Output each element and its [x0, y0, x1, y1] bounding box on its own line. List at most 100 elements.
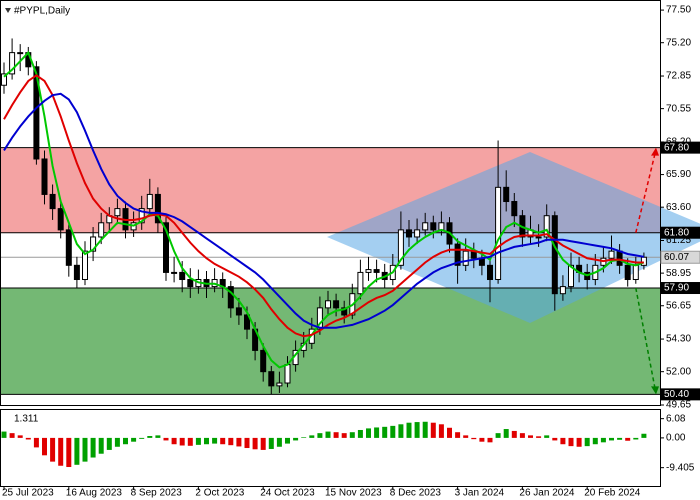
candle-body	[138, 208, 145, 224]
chart-title: #PYPL,Daily	[14, 6, 70, 17]
candle-body	[98, 222, 105, 238]
candle-body	[373, 269, 380, 273]
oscillator-bar	[625, 437, 631, 441]
candle-body	[65, 229, 72, 266]
oscillator-bar	[98, 437, 104, 454]
oscillator-bar	[325, 431, 331, 438]
y-tick-label: 0.00	[666, 433, 686, 444]
oscillator-bar	[301, 437, 307, 438]
oscillator-bar	[106, 437, 112, 450]
candle-body	[244, 314, 250, 330]
candle-body	[559, 286, 566, 295]
oscillator-frame	[0, 409, 661, 487]
oscillator-bar	[50, 437, 56, 462]
oscillator-bar	[552, 437, 558, 441]
oscillator-bar	[584, 437, 590, 447]
oscillator-bar	[260, 437, 266, 450]
oscillator-bar	[414, 422, 420, 438]
oscillator-bar	[58, 437, 64, 466]
oscillator-bar	[560, 437, 566, 445]
candle-body	[543, 215, 550, 238]
candle-body	[260, 349, 267, 373]
candle-body	[616, 250, 623, 266]
oscillator-bar	[568, 437, 574, 447]
oscillator-bar	[463, 435, 469, 438]
arrow-head	[651, 147, 659, 156]
oscillator-bar	[82, 437, 88, 462]
moving-average-line	[3, 50, 645, 369]
oscillator-bar	[139, 437, 145, 439]
oscillator-bar	[422, 421, 428, 438]
oscillator-bar	[528, 435, 533, 438]
oscillator-bar	[600, 437, 606, 443]
y-tick-label: 70.55	[666, 103, 691, 114]
oscillator-bar	[511, 430, 517, 438]
oscillator-label: 1.311	[14, 414, 39, 425]
candle-body	[487, 264, 493, 281]
level-label-box	[661, 282, 700, 295]
oscillator-bar	[349, 432, 355, 438]
level-label-box	[661, 226, 700, 239]
x-tick-label: 2 Oct 2023	[195, 488, 244, 499]
last-price-label: 60.07	[664, 252, 689, 263]
oscillator-bar	[447, 427, 452, 438]
oscillator-bar	[293, 437, 299, 441]
candle-body	[632, 264, 639, 281]
candle-body	[454, 243, 461, 266]
y-tick-label: 6.08	[666, 413, 686, 424]
oscillator-bar	[633, 437, 639, 440]
candle-body	[414, 229, 421, 238]
candle-body	[503, 186, 510, 203]
oscillator-bar	[195, 437, 201, 445]
title-icon	[5, 8, 11, 13]
candle-body	[57, 208, 64, 231]
y-tick-label: 58.95	[666, 268, 691, 279]
candle-body	[535, 236, 542, 239]
oscillator-bar	[406, 422, 412, 438]
oscillator-bar	[276, 437, 282, 447]
oscillator-bar	[25, 437, 31, 440]
oscillator-bar	[366, 428, 371, 438]
x-tick-label: 24 Oct 2023	[260, 488, 315, 499]
y-tick-label: -9.405	[666, 462, 695, 473]
oscillator-bar	[495, 433, 501, 438]
level-label: 50.40	[664, 389, 689, 400]
axes: 77.5075.2072.8570.5568.2065.9063.6061.25…	[2, 5, 700, 499]
candle-body	[325, 300, 331, 309]
oscillator-bar	[390, 425, 396, 438]
y-tick-label: 65.90	[666, 169, 691, 180]
candle-body	[235, 307, 242, 316]
oscillator-bar	[204, 437, 209, 445]
candle-body	[146, 193, 153, 210]
oscillator-bar	[309, 435, 315, 438]
oscillator-bar	[220, 437, 226, 445]
oscillator-bar	[171, 437, 177, 445]
oscillator-bar	[471, 437, 477, 440]
oscillator-bar	[317, 433, 323, 438]
oscillator-bar	[382, 426, 388, 438]
candle-body	[82, 250, 88, 281]
projection-arrow	[635, 287, 656, 389]
oscillator-bar	[641, 433, 647, 438]
candle-body	[397, 229, 404, 266]
oscillator-bar	[519, 433, 525, 438]
oscillator-bar	[155, 435, 161, 438]
oscillator-bar	[398, 424, 404, 438]
oscillator-bar	[9, 433, 15, 438]
oscillator-bar	[114, 437, 120, 447]
moving-average-line	[3, 92, 645, 329]
candle-body	[406, 229, 412, 238]
candle-body	[73, 264, 80, 281]
oscillator-bar	[479, 437, 485, 442]
oscillator-bar	[66, 437, 72, 468]
candle-body	[163, 222, 169, 273]
oscillator-bar	[617, 437, 623, 440]
candle-body	[341, 307, 348, 316]
candle-body	[179, 271, 186, 281]
oscillator-bar	[487, 437, 493, 443]
candle-body	[284, 364, 291, 384]
oscillator-bar	[503, 429, 509, 438]
candle-body	[365, 269, 372, 273]
candle-body	[551, 215, 558, 295]
y-tick-label: 75.20	[666, 37, 691, 48]
